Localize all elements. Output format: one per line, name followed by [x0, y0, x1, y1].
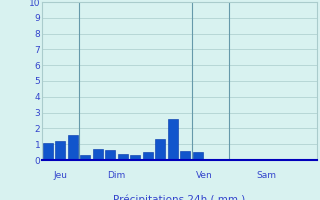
Bar: [93, 149, 103, 160]
Bar: [143, 152, 153, 160]
Bar: [180, 151, 190, 160]
Text: Dim: Dim: [108, 171, 126, 180]
Bar: [118, 154, 128, 160]
Bar: [131, 155, 140, 160]
Bar: [156, 139, 165, 160]
Bar: [193, 152, 203, 160]
Bar: [105, 150, 116, 160]
Text: Précipitations 24h ( mm ): Précipitations 24h ( mm ): [113, 195, 245, 200]
Bar: [68, 135, 78, 160]
Text: Ven: Ven: [196, 171, 212, 180]
Text: Jeu: Jeu: [53, 171, 68, 180]
Text: Sam: Sam: [257, 171, 277, 180]
Bar: [43, 143, 53, 160]
Bar: [55, 141, 65, 160]
Bar: [168, 119, 178, 160]
Bar: [80, 155, 90, 160]
